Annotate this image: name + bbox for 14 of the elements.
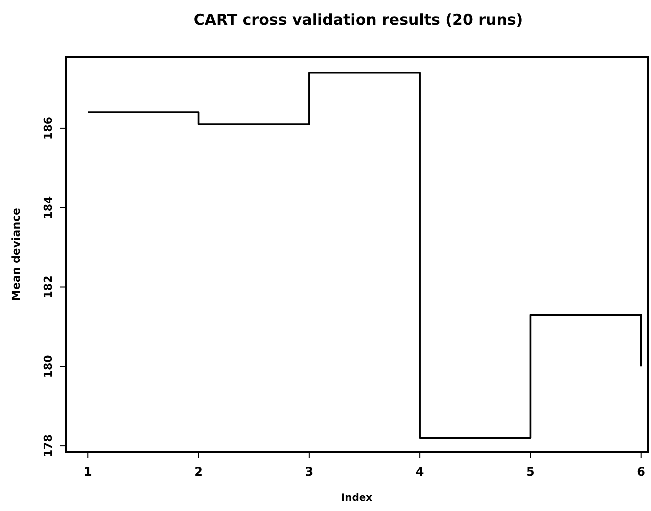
y-tick-label: 178 bbox=[42, 434, 55, 458]
x-tick-label: 3 bbox=[305, 465, 314, 479]
x-tick-label: 6 bbox=[637, 465, 646, 479]
x-tick-label: 4 bbox=[416, 465, 424, 479]
y-tick-label: 184 bbox=[42, 196, 55, 220]
y-tick-label: 186 bbox=[42, 116, 55, 140]
chart-title: CART cross validation results (20 runs) bbox=[194, 11, 524, 29]
y-tick-label: 182 bbox=[42, 276, 55, 299]
x-tick-label: 5 bbox=[526, 465, 535, 479]
x-tick-label: 1 bbox=[84, 465, 92, 479]
x-tick-label: 2 bbox=[194, 465, 203, 479]
x-axis-title: Index bbox=[341, 493, 374, 504]
y-tick-label: 180 bbox=[42, 354, 55, 378]
y-axis-title: Mean deviance bbox=[10, 208, 23, 302]
